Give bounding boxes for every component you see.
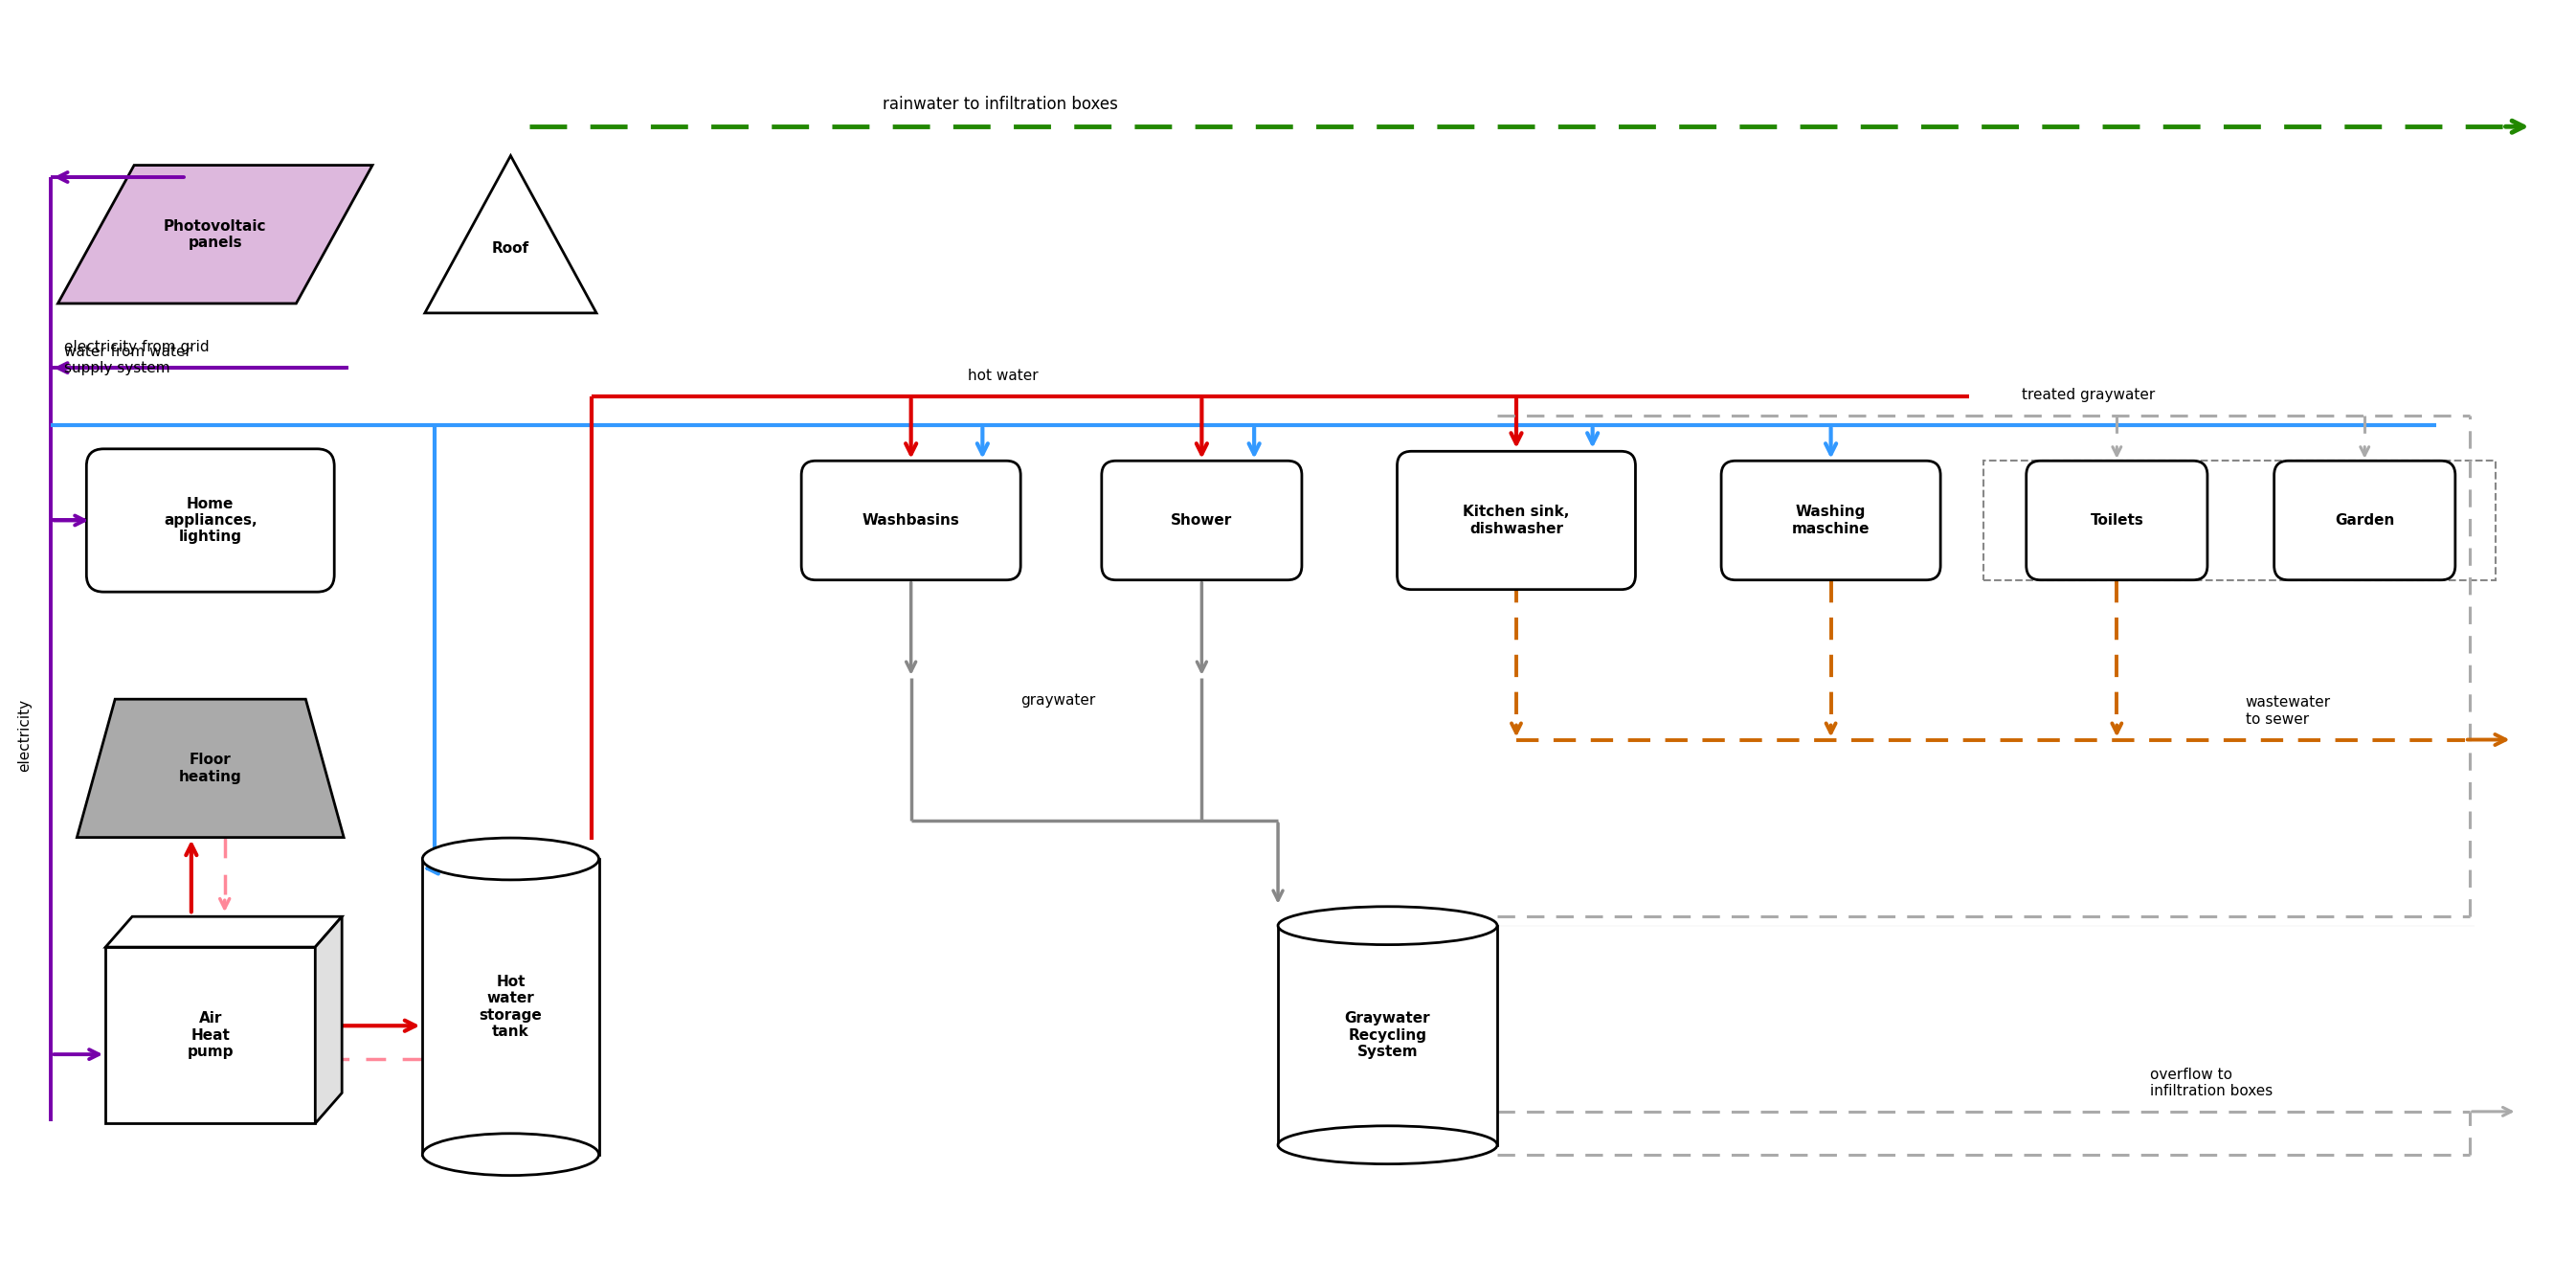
Text: Garden: Garden: [2334, 514, 2396, 528]
Text: treated graywater: treated graywater: [2022, 387, 2154, 403]
Polygon shape: [77, 699, 343, 838]
FancyBboxPatch shape: [106, 946, 314, 1123]
Text: Hot
water
storage
tank: Hot water storage tank: [479, 974, 541, 1039]
Text: Air
Heat
pump: Air Heat pump: [188, 1011, 234, 1059]
FancyBboxPatch shape: [1396, 452, 1636, 589]
Text: Toilets: Toilets: [2089, 514, 2143, 528]
FancyBboxPatch shape: [1103, 461, 1301, 581]
Ellipse shape: [422, 838, 598, 880]
Text: Floor
heating: Floor heating: [178, 753, 242, 784]
Text: Shower: Shower: [1172, 514, 1231, 528]
Polygon shape: [425, 155, 598, 313]
Text: Washbasins: Washbasins: [863, 514, 961, 528]
Text: Kitchen sink,
dishwasher: Kitchen sink, dishwasher: [1463, 505, 1569, 536]
Polygon shape: [106, 916, 343, 946]
Polygon shape: [57, 165, 374, 303]
Text: overflow to
infiltration boxes: overflow to infiltration boxes: [2151, 1068, 2272, 1098]
Text: hot water: hot water: [969, 369, 1038, 384]
Text: Home
appliances,
lighting: Home appliances, lighting: [165, 496, 258, 544]
Bar: [1984, 461, 2496, 581]
Text: graywater: graywater: [1020, 693, 1095, 707]
FancyBboxPatch shape: [422, 859, 598, 1155]
FancyBboxPatch shape: [801, 461, 1020, 581]
Text: Photovoltaic
panels: Photovoltaic panels: [165, 218, 265, 250]
Text: electricity from grid: electricity from grid: [64, 341, 209, 355]
FancyBboxPatch shape: [88, 449, 335, 592]
Ellipse shape: [1278, 1126, 1497, 1164]
Text: Graywater
Recycling
System: Graywater Recycling System: [1345, 1011, 1430, 1059]
Text: wastewater
to sewer: wastewater to sewer: [2246, 695, 2331, 727]
Text: Roof: Roof: [492, 241, 528, 256]
Ellipse shape: [422, 1133, 598, 1175]
Text: electricity: electricity: [18, 698, 31, 771]
FancyBboxPatch shape: [2027, 461, 2208, 581]
Text: rainwater to infiltration boxes: rainwater to infiltration boxes: [884, 96, 1118, 114]
Polygon shape: [314, 916, 343, 1123]
FancyBboxPatch shape: [1721, 461, 1940, 581]
Text: Washing
maschine: Washing maschine: [1793, 505, 1870, 536]
FancyBboxPatch shape: [1278, 925, 1497, 1145]
FancyBboxPatch shape: [2275, 461, 2455, 581]
Ellipse shape: [1278, 906, 1497, 945]
Text: water from water
supply system: water from water supply system: [64, 345, 191, 376]
